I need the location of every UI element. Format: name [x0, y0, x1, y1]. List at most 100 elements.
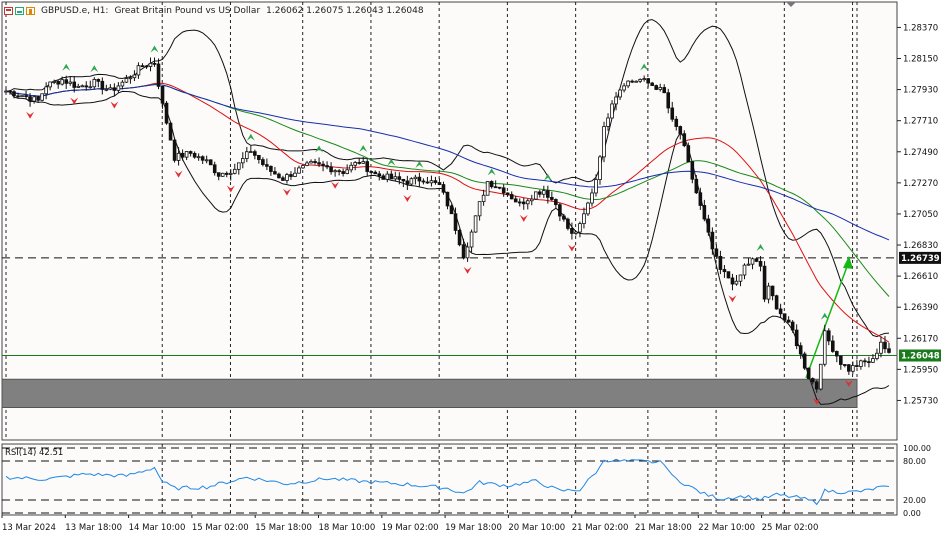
rsi-panel — [1, 443, 898, 516]
candle — [385, 170, 390, 183]
candle-body — [104, 88, 109, 91]
candle-body — [859, 360, 863, 367]
candle-body — [305, 162, 309, 166]
candle-body — [236, 162, 241, 170]
candle-body — [662, 87, 667, 94]
candle-body — [389, 173, 394, 180]
candle — [48, 81, 52, 91]
candle — [80, 84, 85, 88]
candle — [52, 79, 56, 85]
candle — [702, 199, 707, 222]
candle-body — [369, 171, 374, 173]
candle-body — [489, 181, 494, 188]
candle — [782, 313, 787, 322]
candle-body — [176, 152, 181, 161]
candle — [188, 150, 193, 157]
up-fractal-arrow — [820, 312, 829, 320]
x-tick-label: 18 Mar 10:00 — [319, 523, 376, 533]
candle-body — [381, 175, 386, 180]
x-tick-label: 20 Mar 10:00 — [508, 523, 565, 533]
candle — [674, 116, 679, 131]
candle — [441, 181, 446, 195]
x-tick-label: 15 Mar 18:00 — [255, 523, 312, 533]
candle-body — [8, 90, 12, 93]
rsi-tick-label: 100.00 — [903, 444, 931, 453]
candle-body — [56, 81, 60, 85]
candle — [513, 195, 518, 203]
candle-body — [325, 165, 329, 168]
candle — [774, 294, 779, 310]
candle — [393, 171, 398, 182]
candle — [818, 363, 823, 391]
candle-body — [654, 85, 658, 90]
candle — [742, 263, 747, 280]
candle-body — [742, 264, 747, 276]
candle — [405, 175, 410, 191]
candle-body — [622, 85, 626, 91]
y-tick-label: 1.28150 — [903, 55, 938, 65]
down-fractal-arrow — [26, 111, 35, 119]
candle — [606, 113, 610, 131]
candle — [614, 91, 618, 111]
x-tick-label: 19 Mar 02:00 — [382, 523, 439, 533]
candle — [658, 83, 663, 92]
up-fractal-arrow — [756, 244, 765, 252]
candle-body — [598, 156, 602, 181]
candle-body — [445, 191, 450, 207]
candle-body — [678, 126, 683, 135]
scroll-marker-icon — [786, 2, 796, 7]
candle-body — [473, 215, 478, 233]
candle — [839, 355, 843, 370]
candle-body — [875, 352, 879, 359]
candle-body — [497, 186, 502, 189]
candle-body — [782, 313, 787, 321]
candle-body — [96, 79, 101, 82]
chart-header: GBPUSD.e, H1: Great Britain Pound vs US … — [4, 3, 424, 19]
candle — [489, 180, 494, 189]
candle — [646, 77, 650, 88]
candle — [180, 149, 185, 161]
candle — [802, 351, 807, 371]
candle-body — [566, 218, 570, 229]
candle-body — [333, 170, 337, 173]
y-tick-label: 1.25950 — [903, 365, 938, 375]
candle — [525, 198, 530, 210]
sell-icon[interactable] — [4, 7, 13, 15]
rsi-tick-label: 80.00 — [903, 457, 926, 466]
candle-body — [208, 159, 213, 166]
candle-body — [650, 82, 654, 86]
candle — [574, 231, 578, 236]
candle-body — [232, 168, 237, 174]
buy-icon[interactable] — [15, 7, 24, 15]
candle-body — [112, 87, 117, 91]
projection-arrow-line — [805, 263, 849, 379]
candle — [84, 81, 89, 91]
candle — [814, 380, 819, 393]
candle — [778, 303, 783, 319]
candle-body — [277, 173, 281, 179]
candle-body — [345, 169, 349, 174]
candle — [871, 354, 875, 363]
candle — [457, 228, 462, 247]
candle-body — [855, 365, 859, 367]
candle — [594, 174, 598, 197]
trade-panel-icon[interactable] — [26, 7, 35, 15]
candle-body — [168, 122, 173, 141]
candle-body — [867, 361, 871, 363]
candle — [24, 90, 28, 100]
candle-body — [245, 151, 249, 159]
candle-body — [806, 367, 811, 379]
candle-body — [634, 80, 638, 83]
candle-body — [674, 118, 679, 127]
candle — [859, 359, 863, 370]
candle-body — [562, 215, 566, 220]
candle — [124, 74, 129, 83]
candle — [738, 274, 743, 287]
candle — [365, 158, 370, 177]
candle-body — [148, 62, 153, 67]
candle — [806, 367, 811, 380]
x-tick-label: 22 Mar 10:00 — [698, 523, 755, 533]
candle-body — [281, 177, 285, 181]
candle-body — [457, 230, 462, 246]
